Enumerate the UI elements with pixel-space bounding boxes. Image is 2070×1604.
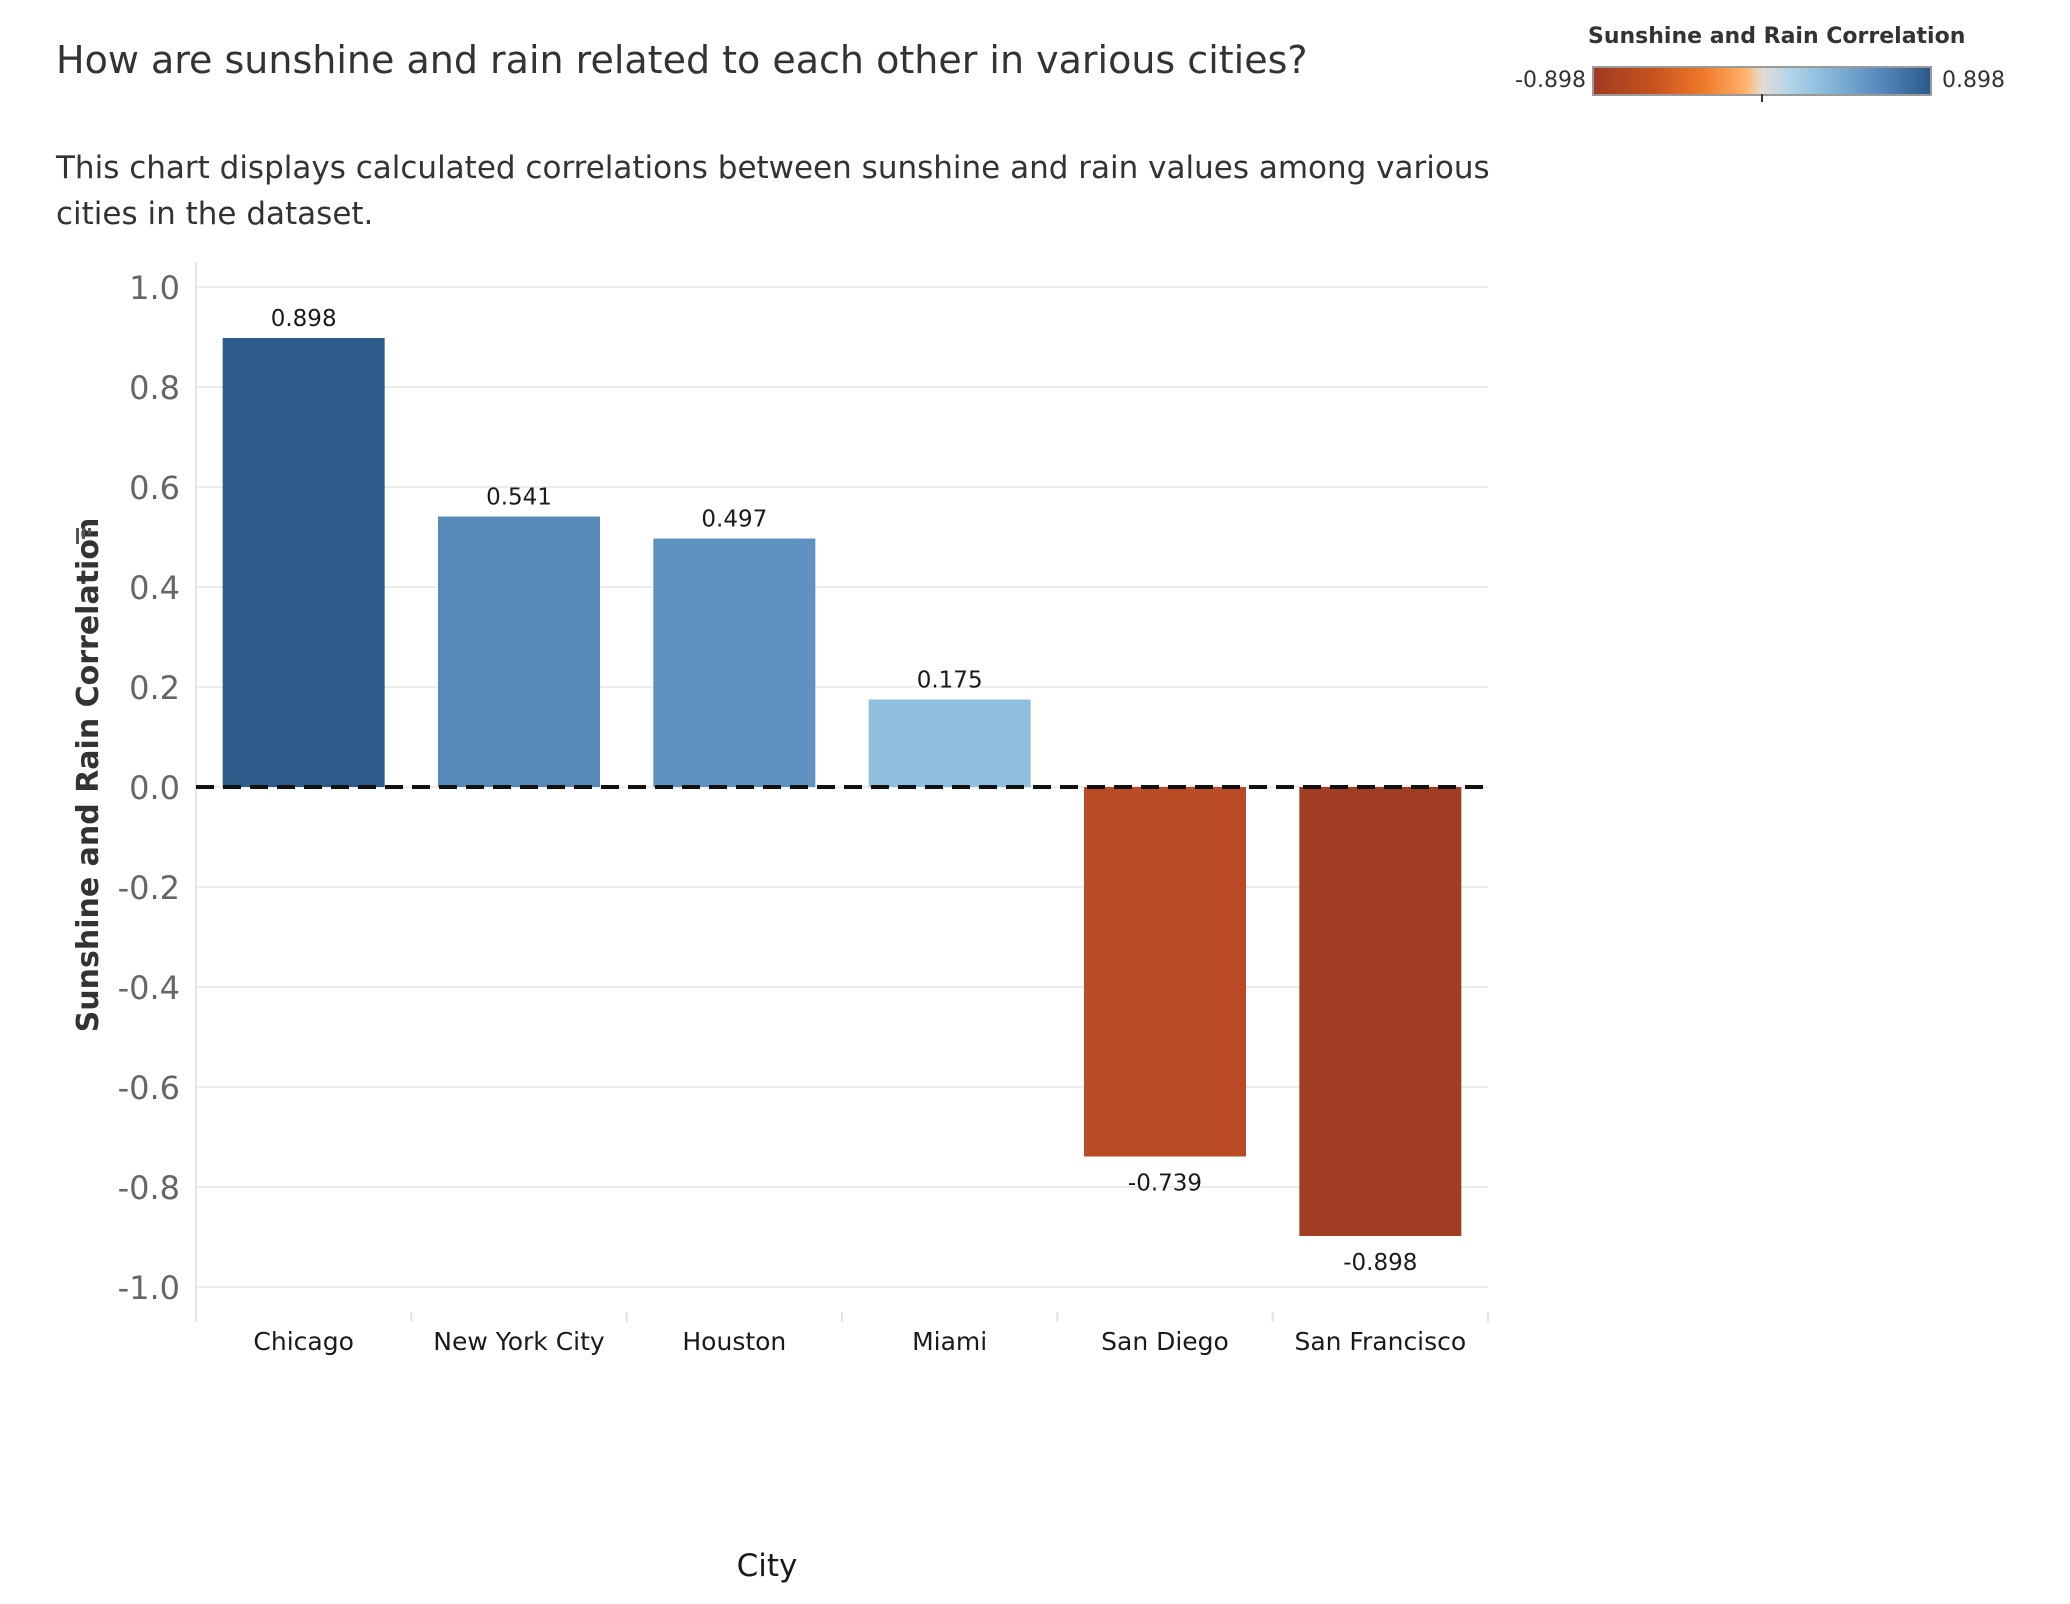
bar[interactable] [1084,787,1246,1157]
bar[interactable] [438,516,600,788]
y-tick-label: 1.0 [129,269,180,307]
bars [222,338,1462,1236]
y-tick-label: 0.4 [129,569,180,607]
color-legend[interactable]: Sunshine and Rain Correlation -0.898 0.8… [1500,24,2020,104]
x-axis-title: City [737,1548,798,1584]
data-label: 0.541 [486,485,552,511]
x-tick-label: New York City [433,1327,605,1356]
y-axis-ticks: 1.0 0.8 0.6 0.4 0.2 0.0 -0.2 -0.4 -0.6 -0.8 -1.0 [118,269,180,1307]
bar[interactable] [1299,787,1462,1236]
x-axis-ticks: Chicago New York City Houston Miami San Dieg… [195,1312,1489,1356]
bar[interactable] [222,338,385,787]
x-tick-label: Chicago [253,1327,353,1356]
y-axis-title-group: Sunshine and Rain Correlation [71,518,106,1033]
chart-title: How are sunshine and rain related to eac… [56,38,1308,82]
legend-title: Sunshine and Rain Correlation [1588,24,1966,49]
y-tick-label: -0.2 [118,869,180,907]
data-label: 0.898 [271,306,337,332]
data-label: 0.497 [701,507,767,533]
gridlines [195,262,1488,1312]
data-labels: 0.898 0.541 0.497 0.175 -0.739 -0.898 [271,306,1418,1276]
legend-midpoint-tick [1761,94,1763,102]
y-tick-label: -0.4 [118,969,180,1007]
y-axis-title: Sunshine and Rain Correlation [71,518,106,1033]
y-tick-label: 0.8 [129,369,180,407]
data-label: 0.175 [917,668,983,694]
data-label: -0.898 [1343,1250,1417,1276]
y-tick-label: -1.0 [118,1269,180,1307]
x-tick-label: Miami [912,1327,987,1356]
legend-max-label: 0.898 [1942,68,2005,93]
bar[interactable] [868,699,1031,788]
chart-subtitle: This chart displays calculated correlati… [56,150,1490,232]
x-tick-label: San Francisco [1294,1327,1466,1356]
y-tick-label: 0.2 [129,669,180,707]
sort-descending-icon[interactable] [76,528,91,544]
x-tick-label: San Diego [1101,1327,1229,1356]
sort-icon-line [76,528,79,544]
data-label: -0.739 [1128,1171,1202,1197]
y-tick-label: 0.0 [129,769,180,807]
sort-icon-line [88,528,91,534]
sort-icon-line [82,528,85,539]
y-tick-label: 0.6 [129,469,180,507]
x-tick-label: Houston [682,1327,786,1356]
bar[interactable] [653,538,816,788]
y-tick-label: -0.6 [118,1069,180,1107]
y-tick-label: -0.8 [118,1169,180,1207]
legend-min-label: -0.898 [1515,68,1586,93]
